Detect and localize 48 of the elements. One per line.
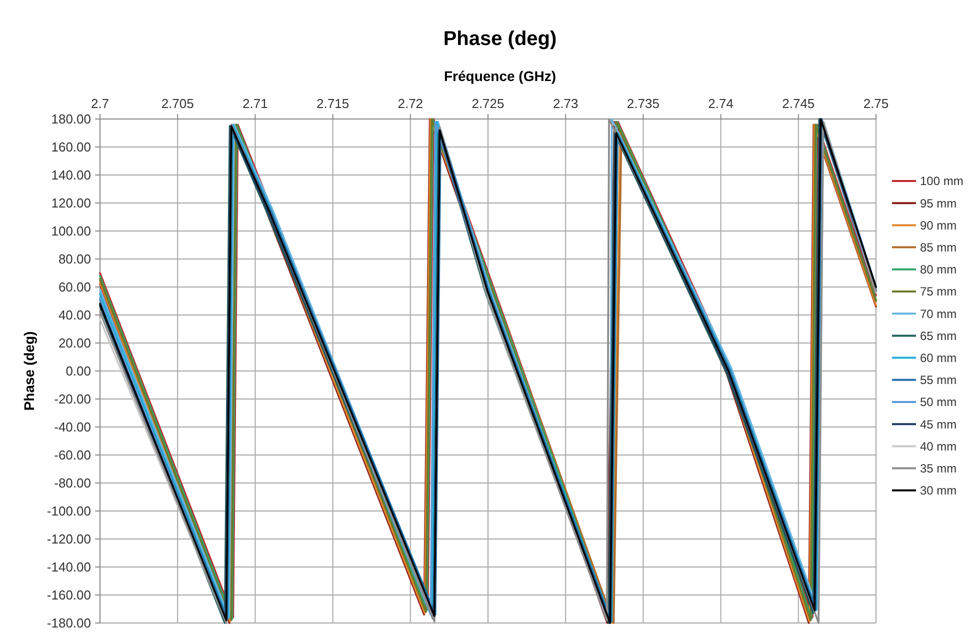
legend-label: 30 mm [920, 484, 957, 498]
x-tick-label: 2.73 [552, 96, 578, 111]
y-tick-label: -140.00 [46, 560, 91, 575]
y-tick-label: 180.00 [51, 112, 91, 127]
x-tick-label: 2.725 [472, 96, 504, 111]
legend-label: 100 mm [920, 174, 964, 188]
chart-title: Phase (deg) [443, 28, 557, 50]
legend-label: 50 mm [920, 395, 957, 410]
legend-label: 95 mm [920, 196, 957, 210]
y-tick-label: -40.00 [54, 420, 91, 435]
x-tick-label: 2.71 [242, 96, 268, 111]
x-tick-label: 2.745 [782, 96, 815, 111]
legend-label: 60 mm [920, 351, 957, 365]
legend-label: 70 mm [920, 306, 957, 321]
y-tick-label: 0.00 [66, 364, 91, 379]
legend-label: 40 mm [920, 439, 957, 454]
x-tick-label: 2.7 [90, 96, 110, 111]
x-tick-label: 2.705 [161, 96, 194, 111]
y-tick-label: 160.00 [51, 140, 91, 155]
y-tick-label: -80.00 [54, 476, 91, 491]
x-tick-label: 2.735 [626, 96, 660, 111]
y-tick-label: 60.00 [58, 280, 91, 295]
legend-label: 75 mm [920, 284, 957, 299]
y-tick-label: -120.00 [46, 532, 91, 547]
y-tick-label: -20.00 [54, 392, 91, 407]
y-tick-label: 100.00 [51, 224, 91, 239]
x-axis-title: Fréquence (GHz) [444, 68, 556, 84]
legend-label: 80 mm [920, 262, 957, 277]
x-tick-label: 2.74 [708, 96, 734, 111]
y-tick-label: -60.00 [54, 448, 91, 463]
y-tick-label: -180.00 [46, 616, 91, 631]
x-tick-label: 2.75 [863, 96, 889, 111]
x-tick-label: 2.72 [398, 96, 424, 111]
legend-label: 45 mm [920, 417, 957, 432]
y-tick-label: 80.00 [58, 252, 91, 267]
y-tick-label: -100.00 [46, 504, 91, 519]
legend-label: 85 mm [920, 240, 957, 254]
y-tick-label: 20.00 [58, 336, 91, 351]
legend-label: 65 mm [920, 328, 957, 343]
y-tick-label: 40.00 [58, 308, 91, 323]
legend-label: 55 mm [920, 373, 957, 388]
y-axis-title: Phase (deg) [21, 331, 37, 411]
x-tick-label: 2.715 [316, 96, 350, 111]
legend-label: 90 mm [920, 218, 957, 232]
legend-label: 35 mm [920, 462, 957, 476]
y-tick-label: -160.00 [46, 588, 91, 603]
y-tick-label: 120.00 [51, 196, 91, 211]
y-tick-label: 140.00 [51, 168, 91, 183]
